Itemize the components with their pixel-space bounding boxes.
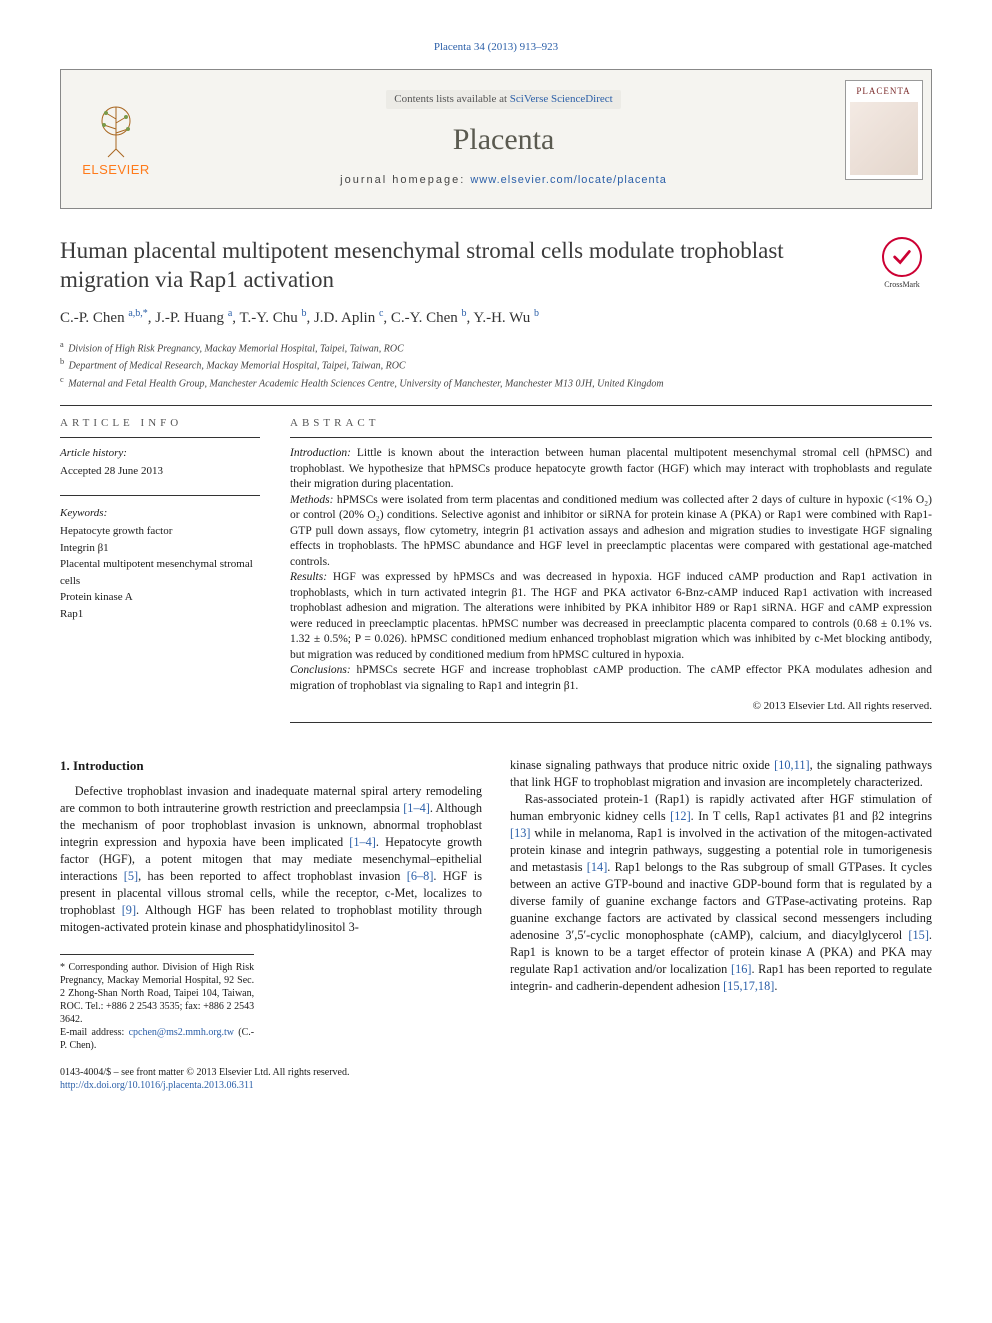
abstract-heading: ABSTRACT [290,416,932,438]
keywords-label: Keywords: [60,506,260,521]
contents-available: Contents lists available at SciVerse Sci… [386,90,620,109]
reference-link[interactable]: [9] [122,903,136,917]
issn-line: 0143-4004/$ – see front matter © 2013 El… [60,1066,482,1079]
article-info-heading: ARTICLE INFO [60,416,260,438]
journal-name: Placenta [453,119,555,161]
reference-link[interactable]: [10,11] [774,758,809,772]
cover-art-icon [850,102,918,175]
corresponding-author: * Corresponding author. Division of High… [60,961,254,1026]
abstract-body: Introduction: Little is known about the … [290,446,932,694]
publisher-logo: ELSEVIER [61,70,171,208]
copyright: © 2013 Elsevier Ltd. All rights reserved… [290,699,932,714]
authors: C.-P. Chen a,b,*, J.-P. Huang a, T.-Y. C… [60,307,932,329]
doi-link[interactable]: http://dx.doi.org/10.1016/j.placenta.201… [60,1080,254,1091]
reference-link[interactable]: [13] [510,826,531,840]
affiliations: a Division of High Risk Pregnancy, Macka… [60,339,932,391]
section-heading-introduction: 1. Introduction [60,757,482,775]
journal-cover: PLACENTA [836,70,931,208]
body-text: 1. Introduction Defective trophoblast in… [60,757,932,1092]
running-head: Placenta 34 (2013) 913–923 [60,40,932,55]
reference-link[interactable]: [16] [731,962,752,976]
reference-link[interactable]: [1–4] [349,835,376,849]
footnotes: * Corresponding author. Division of High… [60,954,254,1052]
crossmark-badge[interactable]: CrossMark [872,237,932,290]
email-link[interactable]: cpchen@ms2.mmh.org.tw [129,1027,234,1038]
reference-link[interactable]: [6–8] [407,869,434,883]
reference-link[interactable]: [15] [908,928,929,942]
publisher-name: ELSEVIER [82,161,150,179]
article-info-column: ARTICLE INFO Article history: Accepted 2… [60,406,260,723]
abstract-column: ABSTRACT Introduction: Little is known a… [290,406,932,723]
cover-title: PLACENTA [856,85,910,98]
bottom-metadata: 0143-4004/$ – see front matter © 2013 El… [60,1066,482,1092]
keywords-list: Hepatocyte growth factorIntegrin β1Place… [60,523,260,622]
sciencedirect-link[interactable]: SciVerse ScienceDirect [510,93,613,105]
email-label: E-mail address: [60,1027,129,1038]
reference-link[interactable]: [5] [124,869,138,883]
crossmark-label: CrossMark [872,279,932,290]
reference-link[interactable]: [12] [670,809,691,823]
reference-link[interactable]: [1–4] [403,801,430,815]
reference-link[interactable]: [15,17,18] [723,979,774,993]
paragraph: Ras-associated protein-1 (Rap1) is rapid… [510,791,932,995]
reference-link[interactable]: [14] [587,860,608,874]
article-title: Human placental multipotent mesenchymal … [60,237,854,295]
history-value: Accepted 28 June 2013 [60,464,260,479]
paragraph: kinase signaling pathways that produce n… [510,757,932,791]
journal-homepage: journal homepage: www.elsevier.com/locat… [340,173,667,188]
elsevier-tree-icon [86,99,146,159]
homepage-link[interactable]: www.elsevier.com/locate/placenta [470,174,666,186]
journal-header: ELSEVIER Contents lists available at Sci… [60,69,932,209]
paragraph: Defective trophoblast invasion and inade… [60,783,482,936]
history-label: Article history: [60,446,260,461]
running-head-link[interactable]: Placenta 34 (2013) 913–923 [434,41,558,53]
crossmark-icon [882,237,922,277]
